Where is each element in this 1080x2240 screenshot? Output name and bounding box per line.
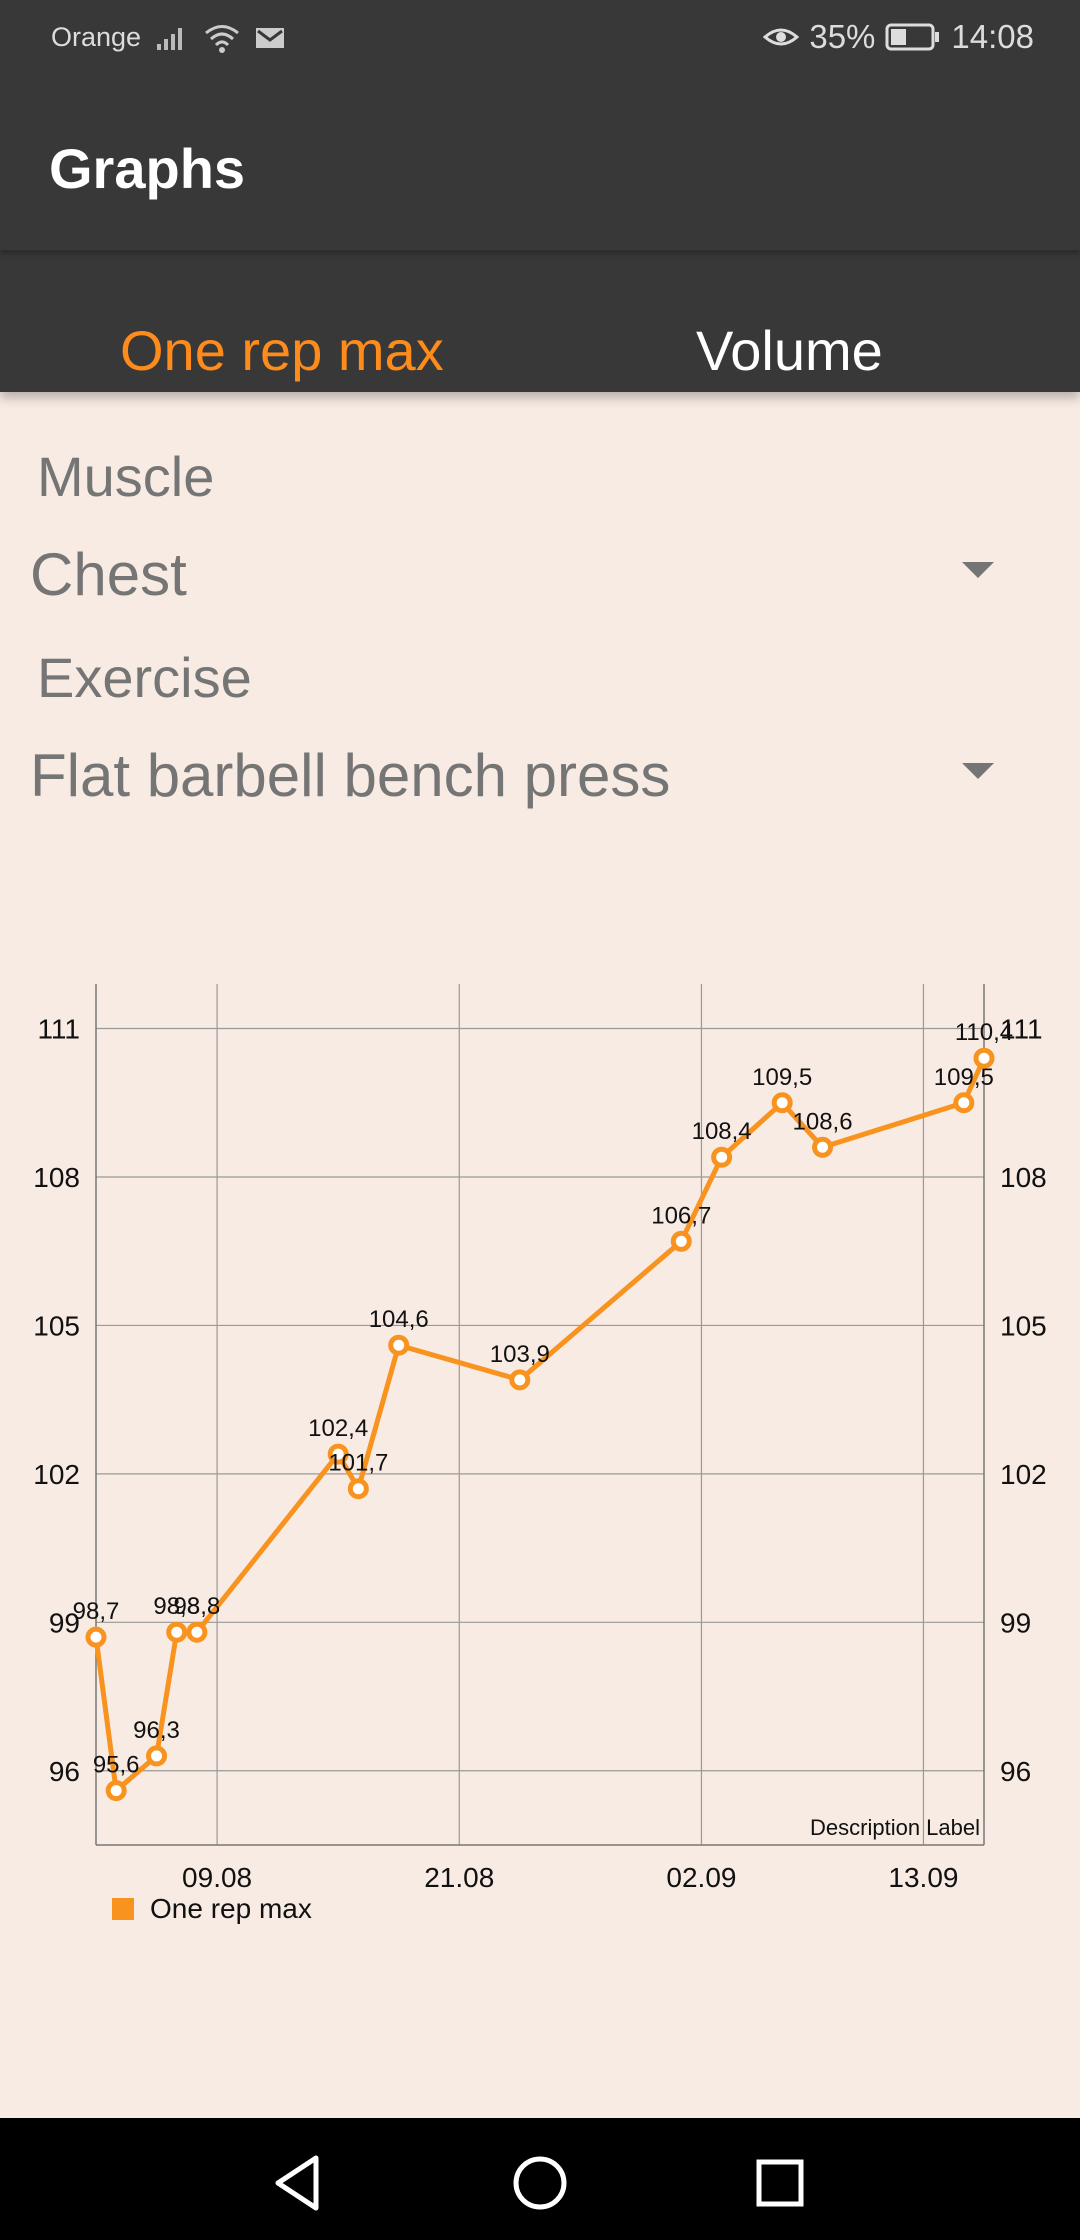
y-tick-label-left: 99 <box>49 1607 80 1638</box>
battery-icon <box>885 22 941 52</box>
y-tick-label-left: 96 <box>49 1756 80 1787</box>
exercise-select[interactable]: Flat barbell bench press <box>30 733 1020 813</box>
description-label: Description Label <box>810 1815 980 1840</box>
mail-icon <box>255 26 285 50</box>
carrier-label: Orange <box>51 22 142 52</box>
data-point <box>670 1230 692 1252</box>
data-label: 109,5 <box>752 1064 812 1091</box>
y-tick-label-left: 108 <box>33 1162 80 1193</box>
muscle-select-value: Chest <box>30 541 187 608</box>
exercise-select-value: Flat barbell bench press <box>30 742 671 809</box>
data-label: 108,6 <box>793 1108 853 1135</box>
data-label: 101,7 <box>328 1450 388 1477</box>
signal-icon <box>155 24 189 52</box>
status-bar: Orange 35% 14:08 <box>0 0 1080 82</box>
chevron-down-icon <box>962 562 994 578</box>
y-tick-label-right: 99 <box>1000 1607 1031 1638</box>
x-tick-label: 09.08 <box>182 1862 252 1893</box>
data-point <box>771 1092 793 1114</box>
data-label: 104,6 <box>369 1306 429 1333</box>
app-bar: Graphs <box>0 82 1080 250</box>
data-label: 103,9 <box>490 1341 550 1368</box>
page-title: Graphs <box>49 137 246 200</box>
data-label: 98,8 <box>153 1593 200 1620</box>
muscle-select[interactable]: Chest <box>30 532 1020 612</box>
home-icon[interactable] <box>505 2148 575 2218</box>
data-point <box>388 1334 410 1356</box>
y-tick-label-right: 102 <box>1000 1459 1047 1490</box>
x-tick-label: 21.08 <box>424 1862 494 1893</box>
y-tick-label-right: 111 <box>1000 1014 1043 1045</box>
data-point <box>711 1146 733 1168</box>
tab-volume[interactable]: Volume <box>696 319 883 382</box>
data-point <box>347 1478 369 1500</box>
clock: 14:08 <box>951 18 1034 55</box>
data-point <box>85 1626 107 1648</box>
data-point <box>105 1780 127 1802</box>
data-label: 102,4 <box>308 1415 368 1442</box>
data-point <box>973 1047 995 1069</box>
data-point <box>812 1136 834 1158</box>
data-label: 108,4 <box>692 1118 752 1145</box>
data-label: 95,6 <box>93 1752 140 1779</box>
y-tick-label-right: 105 <box>1000 1310 1047 1341</box>
muscle-label: Muscle <box>37 445 215 508</box>
back-icon[interactable] <box>264 2148 334 2218</box>
tab-bar: One rep max Volume <box>0 250 1080 392</box>
data-point <box>953 1092 975 1114</box>
series-line <box>93 1057 987 1794</box>
data-point <box>186 1621 208 1643</box>
legend-label: One rep max <box>150 1893 312 1924</box>
y-tick-label-left: 105 <box>33 1310 80 1341</box>
y-tick-label-right: 96 <box>1000 1756 1031 1787</box>
data-label: 98,7 <box>73 1598 120 1625</box>
x-tick-label: 13.09 <box>888 1862 958 1893</box>
one-rep-max-chart[interactable]: 96 96 99 99 102 102 105 105 108 108 111 111 09.08 21.… <box>0 960 1080 1940</box>
recents-icon[interactable] <box>745 2148 815 2218</box>
x-tick-label: 02.09 <box>666 1862 736 1893</box>
navigation-bar <box>0 2118 1080 2240</box>
data-label: 110,4 <box>955 1019 1013 1046</box>
data-label: 96,3 <box>133 1717 180 1744</box>
data-point <box>509 1369 531 1391</box>
exercise-label: Exercise <box>37 646 252 709</box>
data-label: 106,7 <box>651 1202 711 1229</box>
legend-swatch <box>112 1898 134 1920</box>
data-point <box>327 1443 349 1465</box>
data-point <box>146 1745 168 1767</box>
wifi-icon <box>203 23 241 53</box>
data-point <box>166 1621 188 1643</box>
chevron-down-icon <box>962 763 994 779</box>
status-left: Orange <box>51 22 285 53</box>
tab-one-rep-max[interactable]: One rep max <box>120 319 444 382</box>
eye-icon <box>763 23 800 51</box>
y-tick-label-left: 102 <box>33 1459 80 1490</box>
status-right: 35% 14:08 <box>763 18 1034 56</box>
y-tick-label-right: 108 <box>1000 1162 1047 1193</box>
data-label: 98,8 <box>174 1593 221 1620</box>
chart-svg: 96 96 99 99 102 102 105 105 108 108 111 111 09.08 21.… <box>33 984 1047 1924</box>
y-tick-label-left: 111 <box>37 1014 80 1045</box>
battery-percent: 35% <box>809 18 876 55</box>
